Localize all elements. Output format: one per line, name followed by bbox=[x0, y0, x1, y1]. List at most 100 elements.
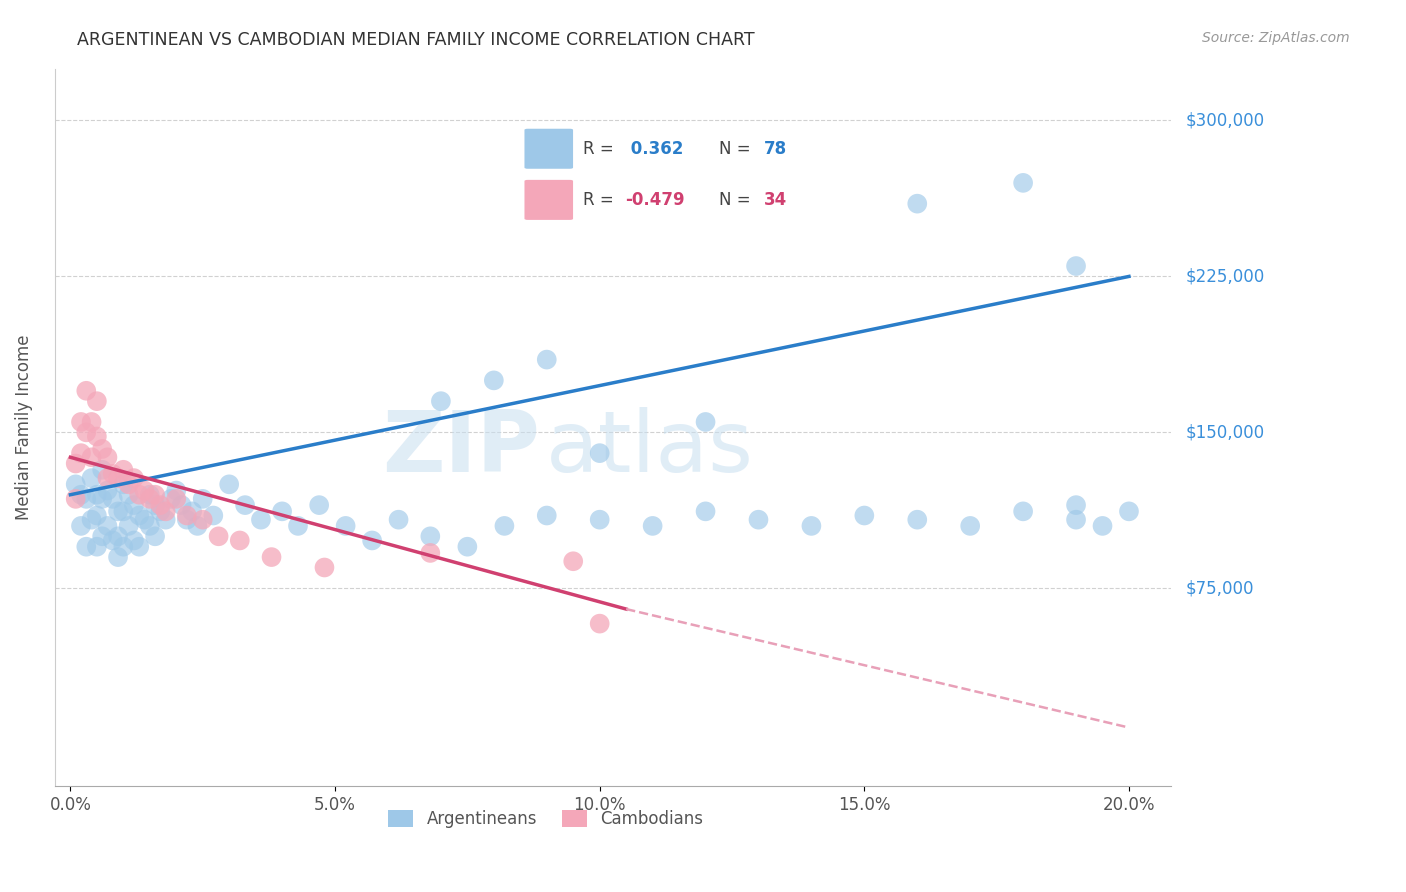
Point bbox=[96, 483, 118, 498]
Point bbox=[176, 513, 198, 527]
Text: ZIP: ZIP bbox=[382, 407, 540, 491]
Text: Source: ZipAtlas.com: Source: ZipAtlas.com bbox=[1202, 31, 1350, 45]
Point bbox=[165, 483, 187, 498]
Point bbox=[1091, 519, 1114, 533]
Point bbox=[155, 513, 177, 527]
Point bbox=[91, 491, 114, 506]
Point bbox=[101, 491, 124, 506]
Point bbox=[641, 519, 664, 533]
Point bbox=[800, 519, 823, 533]
Point bbox=[80, 471, 103, 485]
Point bbox=[1012, 504, 1035, 518]
Point bbox=[101, 533, 124, 548]
Text: $150,000: $150,000 bbox=[1185, 424, 1264, 442]
Point bbox=[107, 471, 129, 485]
Point bbox=[65, 457, 87, 471]
Point bbox=[75, 384, 97, 398]
Point bbox=[75, 540, 97, 554]
Point bbox=[695, 415, 717, 429]
Point bbox=[1064, 498, 1087, 512]
Point bbox=[80, 513, 103, 527]
Point bbox=[155, 504, 177, 518]
Point bbox=[128, 508, 150, 523]
Point bbox=[361, 533, 384, 548]
Point bbox=[589, 513, 612, 527]
Point bbox=[91, 463, 114, 477]
Point bbox=[117, 488, 139, 502]
Point bbox=[1118, 504, 1140, 518]
Text: ARGENTINEAN VS CAMBODIAN MEDIAN FAMILY INCOME CORRELATION CHART: ARGENTINEAN VS CAMBODIAN MEDIAN FAMILY I… bbox=[77, 31, 755, 49]
Point bbox=[91, 529, 114, 543]
Point bbox=[139, 488, 162, 502]
Point bbox=[86, 488, 108, 502]
Point bbox=[160, 491, 183, 506]
Point bbox=[86, 429, 108, 443]
Point bbox=[181, 504, 204, 518]
Point bbox=[122, 533, 145, 548]
Point bbox=[482, 373, 505, 387]
Point bbox=[589, 446, 612, 460]
Point bbox=[176, 508, 198, 523]
Point bbox=[229, 533, 252, 548]
Point bbox=[1064, 259, 1087, 273]
Point bbox=[70, 415, 93, 429]
Point bbox=[186, 519, 208, 533]
Point bbox=[143, 529, 166, 543]
Point bbox=[1012, 176, 1035, 190]
Point bbox=[80, 450, 103, 465]
Point bbox=[96, 519, 118, 533]
Text: $300,000: $300,000 bbox=[1185, 112, 1264, 129]
Point bbox=[134, 483, 156, 498]
Point bbox=[107, 504, 129, 518]
Point bbox=[218, 477, 240, 491]
Point bbox=[536, 508, 558, 523]
Point bbox=[250, 513, 273, 527]
Point bbox=[75, 491, 97, 506]
Point bbox=[335, 519, 357, 533]
Point bbox=[308, 498, 330, 512]
Point bbox=[1064, 513, 1087, 527]
Point bbox=[271, 504, 294, 518]
Point bbox=[387, 513, 409, 527]
Point bbox=[233, 498, 256, 512]
Legend: Argentineans, Cambodians: Argentineans, Cambodians bbox=[381, 804, 710, 835]
Point bbox=[96, 450, 118, 465]
Point bbox=[112, 504, 135, 518]
Point bbox=[128, 540, 150, 554]
Y-axis label: Median Family Income: Median Family Income bbox=[15, 334, 32, 520]
Point bbox=[562, 554, 585, 568]
Point bbox=[419, 546, 441, 560]
Point bbox=[128, 488, 150, 502]
Point bbox=[191, 491, 214, 506]
Point bbox=[747, 513, 769, 527]
Point bbox=[287, 519, 309, 533]
Point bbox=[589, 616, 612, 631]
Point bbox=[149, 498, 172, 512]
Point bbox=[695, 504, 717, 518]
Point bbox=[536, 352, 558, 367]
Point bbox=[86, 508, 108, 523]
Text: $225,000: $225,000 bbox=[1185, 268, 1264, 285]
Point bbox=[86, 540, 108, 554]
Point bbox=[419, 529, 441, 543]
Point bbox=[143, 488, 166, 502]
Point bbox=[122, 471, 145, 485]
Point bbox=[170, 498, 193, 512]
Point bbox=[117, 477, 139, 491]
Point bbox=[107, 550, 129, 565]
Point bbox=[494, 519, 516, 533]
Point bbox=[456, 540, 478, 554]
Point bbox=[191, 513, 214, 527]
Text: atlas: atlas bbox=[546, 407, 754, 491]
Point bbox=[112, 463, 135, 477]
Point bbox=[430, 394, 453, 409]
Point bbox=[143, 498, 166, 512]
Point bbox=[65, 477, 87, 491]
Text: $75,000: $75,000 bbox=[1185, 579, 1254, 598]
Point bbox=[959, 519, 981, 533]
Point bbox=[853, 508, 876, 523]
Point bbox=[905, 196, 928, 211]
Point bbox=[165, 491, 187, 506]
Point bbox=[70, 488, 93, 502]
Point bbox=[75, 425, 97, 440]
